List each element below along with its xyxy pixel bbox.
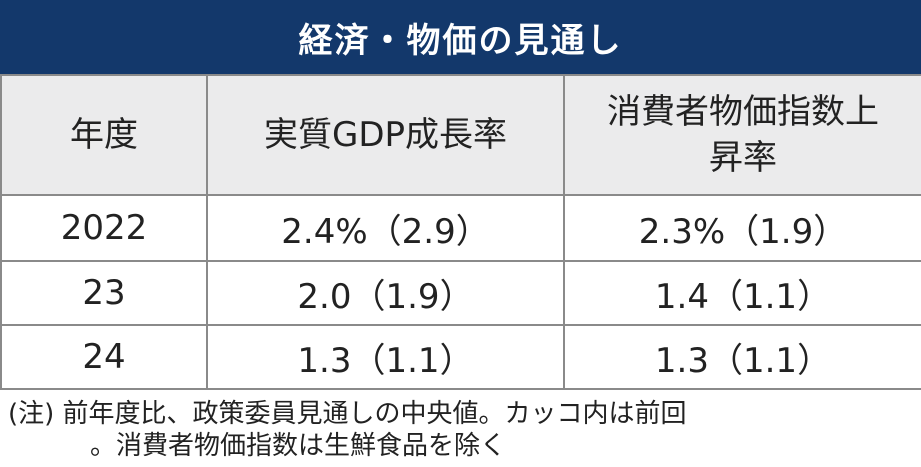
cell-year: 24 — [0, 324, 208, 390]
cell-gdp: 2.0（1.9） — [206, 260, 565, 326]
header-cpi-line1: 消費者物価指数上 — [607, 92, 879, 132]
header-cpi-rise: 消費者物価指数上 昇率 — [563, 74, 921, 196]
footnote-line2: 。消費者物価指数は生鮮食品を除く — [90, 431, 507, 461]
table-row: 23 2.0（1.9） 1.4（1.1） — [0, 260, 921, 326]
footnote-line1: (注) 前年度比、政策委員見通しの中央値。カッコ内は前回 — [8, 399, 687, 429]
cell-gdp: 2.4%（2.9） — [206, 194, 565, 262]
cell-year: 2022 — [0, 194, 208, 262]
forecast-table: 年度 実質GDP成長率 消費者物価指数上 昇率 2022 2.4%（2.9） 2… — [0, 74, 921, 390]
cell-year: 23 — [0, 260, 208, 326]
table-row: 2022 2.4%（2.9） 2.3%（1.9） — [0, 194, 921, 262]
header-row: 年度 実質GDP成長率 消費者物価指数上 昇率 — [0, 74, 921, 196]
cell-gdp: 1.3（1.1） — [206, 324, 565, 390]
cell-cpi: 2.3%（1.9） — [563, 194, 921, 262]
header-year: 年度 — [0, 74, 208, 196]
cell-cpi: 1.4（1.1） — [563, 260, 921, 326]
cell-cpi: 1.3（1.1） — [563, 324, 921, 390]
header-gdp-growth: 実質GDP成長率 — [206, 74, 565, 196]
table-title: 経済・物価の見通し — [0, 0, 921, 74]
footnote: (注) 前年度比、政策委員見通しの中央値。カッコ内は前回 。消費者物価指数は生鮮… — [8, 398, 913, 462]
header-cpi-line2: 昇率 — [709, 138, 777, 178]
table-row: 24 1.3（1.1） 1.3（1.1） — [0, 324, 921, 390]
